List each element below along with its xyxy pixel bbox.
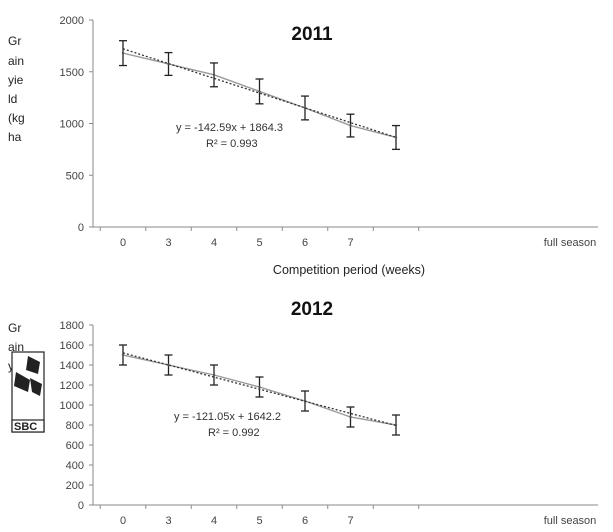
- x-tick-label: 3: [165, 515, 171, 527]
- data-point: [212, 73, 216, 77]
- data-point: [121, 51, 125, 55]
- y-axis-label-line: ha: [8, 130, 22, 144]
- y-axis-label-line: ld: [8, 92, 17, 106]
- y-tick-label: 1000: [60, 119, 84, 131]
- data-point: [258, 90, 261, 93]
- data-point: [394, 136, 398, 139]
- y-tick-label: 1000: [60, 400, 84, 412]
- y-tick-label: 1600: [60, 340, 84, 352]
- watermark-logo: SBC: [11, 351, 45, 433]
- y-tick-label: 1500: [60, 67, 84, 79]
- x-tick-label: 6: [302, 237, 308, 249]
- y-axis-label-line: ain: [8, 340, 24, 354]
- y-tick-label: 0: [78, 222, 84, 234]
- r-squared: R² = 0.993: [206, 138, 258, 150]
- r-squared: R² = 0.992: [208, 427, 260, 439]
- x-tick-label: full season: [544, 237, 597, 249]
- x-tick-label: 5: [256, 237, 262, 249]
- data-point: [167, 363, 170, 367]
- y-tick-label: 1200: [60, 380, 84, 392]
- trendline-equation: y = -142.59x + 1864.3: [176, 122, 283, 134]
- x-tick-label: 7: [347, 237, 353, 249]
- y-tick-label: 600: [66, 440, 84, 452]
- y-axis-label-line: (kg: [8, 111, 25, 125]
- x-tick-label: 7: [347, 515, 353, 527]
- data-point: [121, 353, 125, 357]
- y-tick-label: 0: [78, 500, 84, 512]
- x-tick-label: 0: [120, 515, 126, 527]
- y-tick-label: 500: [66, 170, 84, 182]
- x-tick-label: 3: [165, 237, 171, 249]
- x-axis-label: Competition period (weeks): [273, 263, 425, 277]
- x-tick-label: 5: [256, 515, 262, 527]
- y-axis-label-line: ain: [8, 54, 24, 68]
- data-point: [349, 124, 352, 127]
- trendline-equation: y = -121.05x + 1642.2: [174, 411, 281, 423]
- chart-2012: 2012 Gr ain yie SBC 02004006008001000120…: [8, 299, 598, 527]
- y-axis-label-line: Gr: [8, 321, 21, 335]
- chart-title: 2012: [291, 299, 333, 320]
- y-axis-label: Gr ain yie ld (kg ha: [8, 34, 25, 144]
- y-axis-label-line: yie: [8, 73, 24, 87]
- trendline: [122, 352, 397, 427]
- x-tick-label: 0: [120, 237, 126, 249]
- x-tick-label: 6: [302, 515, 308, 527]
- y-tick-label: 400: [66, 460, 84, 472]
- y-tick-label: 1400: [60, 360, 84, 372]
- x-tick-label: full season: [544, 515, 597, 527]
- y-tick-label: 800: [66, 420, 84, 432]
- x-tick-label: 4: [211, 515, 217, 527]
- y-tick-label: 2000: [60, 15, 84, 27]
- watermark-text: SBC: [14, 421, 37, 433]
- chart-title: 2011: [291, 24, 333, 45]
- y-tick-label: 1800: [60, 320, 84, 332]
- chart-2011: 2011 Gr ain yie ld (kg ha 0 500 1000 1500 20…: [8, 15, 598, 277]
- y-axis-label-line: Gr: [8, 34, 21, 48]
- data-point: [258, 385, 261, 389]
- data-point: [349, 415, 352, 419]
- x-tick-label: 4: [211, 237, 217, 249]
- data-point: [212, 373, 216, 377]
- y-tick-label: 200: [66, 480, 84, 492]
